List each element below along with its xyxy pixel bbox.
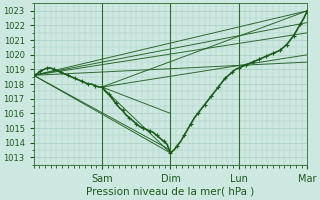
X-axis label: Pression niveau de la mer( hPa ): Pression niveau de la mer( hPa ) bbox=[86, 187, 255, 197]
